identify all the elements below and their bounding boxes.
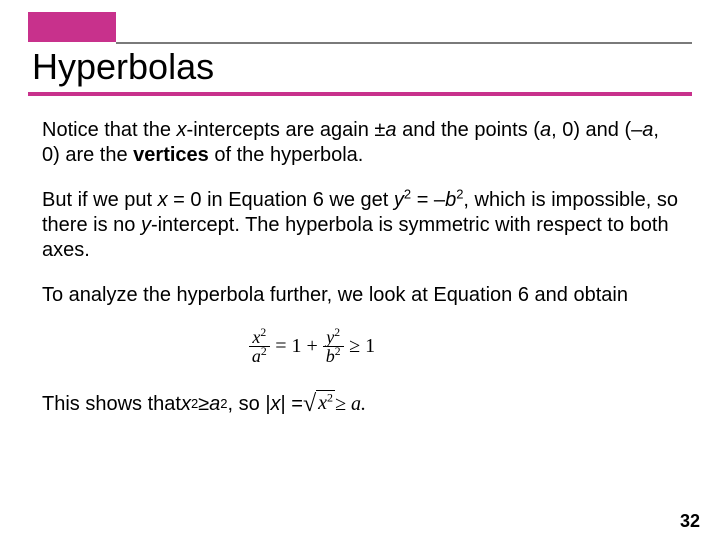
- var-y: y: [394, 189, 404, 211]
- den: a: [252, 346, 261, 366]
- fraction-y2b2: y2 b2: [323, 328, 344, 365]
- sup: 2: [260, 326, 266, 339]
- paragraph-2: But if we put x = 0 in Equation 6 we get…: [42, 188, 678, 263]
- text: , so |: [228, 392, 271, 417]
- paragraph-4: This shows that x2 ≥ a2 , so | x | = √x2…: [42, 389, 678, 419]
- var-x: x: [181, 392, 191, 417]
- var-x: x: [271, 392, 281, 417]
- sup: 2: [261, 345, 267, 358]
- text: = 0 in Equation 6 we get: [168, 189, 394, 211]
- sup: 2: [335, 345, 341, 358]
- sqrt-icon: √: [303, 391, 316, 417]
- text: | =: [281, 392, 303, 417]
- eq-text: = 1 +: [275, 335, 323, 357]
- text: , 0) and (–: [551, 119, 642, 141]
- var-a: a: [540, 119, 551, 141]
- text: = –: [411, 189, 445, 211]
- text: of the hyperbola.: [209, 144, 364, 166]
- text: Notice that the: [42, 119, 177, 141]
- equation-display: x2 a2 = 1 + y2 b2 ≥ 1: [182, 328, 442, 365]
- var-x: x: [177, 119, 187, 141]
- text: ≥: [198, 392, 209, 417]
- eq-text: ≥ 1: [349, 335, 375, 357]
- text: -intercepts are again ±: [187, 119, 386, 141]
- var-b: b: [445, 189, 456, 211]
- sup: 2: [334, 326, 340, 339]
- accent-block: [28, 12, 116, 42]
- sup: 2: [327, 390, 333, 404]
- header-rule-top: [116, 42, 692, 44]
- paragraph-3: To analyze the hyperbola further, we loo…: [42, 283, 678, 308]
- paragraph-1: Notice that the x-intercepts are again ±…: [42, 118, 678, 168]
- page-title: Hyperbolas: [32, 46, 214, 88]
- var-a: a: [642, 119, 653, 141]
- sqrt-body: x: [318, 392, 327, 414]
- text: But if we put: [42, 189, 158, 211]
- fraction-x2a2: x2 a2: [249, 328, 270, 365]
- eq-tail: ≥ a.: [335, 392, 366, 417]
- text: and the points (: [397, 119, 540, 141]
- body-content: Notice that the x-intercepts are again ±…: [42, 118, 678, 439]
- header-rule-bottom: [28, 92, 692, 96]
- den: b: [326, 346, 335, 366]
- text: This shows that: [42, 392, 181, 417]
- page-number: 32: [680, 511, 700, 532]
- var-x: x: [158, 189, 168, 211]
- var-a: a: [209, 392, 220, 417]
- sqrt-expr: √x2: [303, 389, 335, 419]
- var-a: a: [385, 119, 396, 141]
- var-y: y: [141, 214, 151, 236]
- term-vertices: vertices: [133, 144, 209, 166]
